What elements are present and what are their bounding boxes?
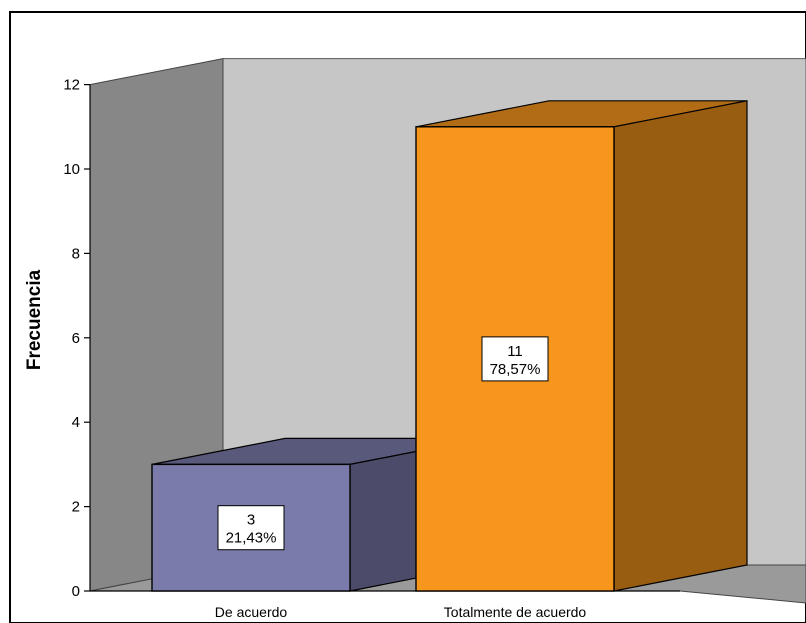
data-label-count: 3 xyxy=(247,512,255,529)
y-axis-title: Frecuencia xyxy=(24,269,45,370)
y-tick-label: 2 xyxy=(72,499,80,516)
data-label-percent: 21,43% xyxy=(226,530,277,547)
y-tick-label: 10 xyxy=(63,161,80,178)
x-tick-label: Totalmente de acuerdo xyxy=(444,604,587,620)
data-label-box xyxy=(481,336,549,382)
y-tick-label: 12 xyxy=(63,77,80,94)
data-label-count: 11 xyxy=(507,343,523,360)
bar-side-totalmente-de-acuerdo xyxy=(613,100,748,592)
x-tick-label: De acuerdo xyxy=(215,604,288,620)
y-tick-label: 8 xyxy=(72,245,80,262)
y-tick-label: 0 xyxy=(72,583,80,600)
y-tick-label: 4 xyxy=(72,414,80,431)
data-label-box xyxy=(217,505,285,551)
y-tick-label: 6 xyxy=(72,330,80,347)
data-label-percent: 78,57% xyxy=(490,361,541,378)
